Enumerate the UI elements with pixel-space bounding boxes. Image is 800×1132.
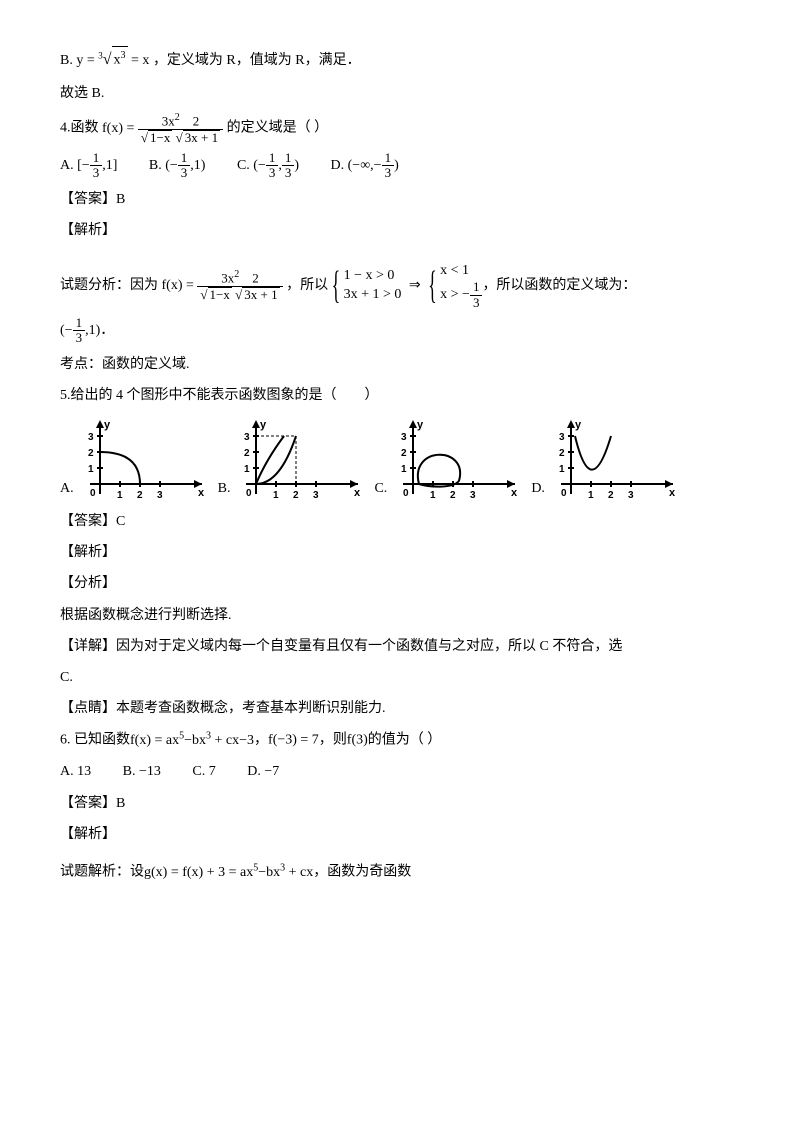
q4-option-b: B. (−13,1): [149, 151, 206, 181]
q5-dianjing: 【点睛】本题考查函数概念，考查基本判断识别能力.: [60, 696, 740, 721]
q6-option-b: B. −13: [123, 759, 161, 784]
svg-text:3: 3: [401, 432, 407, 443]
q4-option-d: D. (−∞,−13): [331, 151, 399, 181]
svg-text:x: x: [198, 487, 205, 499]
svg-text:1: 1: [430, 490, 436, 501]
svg-text:y: y: [104, 419, 111, 431]
q4-option-a: A. [−13,1]: [60, 151, 117, 181]
q5-graph-d: D. xy0123123: [531, 416, 679, 501]
q5-graphs: A. xy0123123 B. xy0123123 C. xy0123123 D…: [60, 416, 740, 501]
graph-c-svg: x y 0 1 2 3 1 2 3: [391, 416, 521, 501]
svg-text:2: 2: [293, 490, 299, 501]
svg-text:1: 1: [588, 490, 594, 501]
q4-jiexi: 【解析】: [60, 218, 740, 243]
svg-text:y: y: [417, 419, 424, 431]
svg-text:3: 3: [313, 490, 319, 501]
graph-d-svg: x y 0 1 2 3 1 2 3: [549, 416, 679, 501]
svg-text:0: 0: [90, 488, 96, 499]
q5-answer: 【答案】C: [60, 509, 740, 534]
q6-answer: 【答案】B: [60, 791, 740, 816]
q4-formula: f(x) = 3x2 2√1−x √3x + 1: [102, 121, 227, 136]
svg-text:1: 1: [401, 464, 407, 475]
q6-option-a: A. 13: [60, 759, 91, 784]
svg-text:3: 3: [157, 490, 163, 501]
b-formula: y = 3√x3 = x: [76, 53, 153, 68]
problem-b-line: B. y = 3√x3 = x ，定义域为 R，值域为 R，满足．: [60, 46, 740, 75]
q4-analysis: 试题分析：因为 f(x) = 3x2 2√1−x √3x + 1 ，所以 1 −…: [60, 261, 740, 310]
svg-text:1: 1: [559, 464, 565, 475]
q5-stem: 5.给出的 4 个图形中不能表示函数图象的是（ ）: [60, 383, 740, 408]
b-conclusion: 故选 B.: [60, 81, 740, 106]
svg-text:0: 0: [246, 488, 252, 499]
q4-stem: 4.函数 f(x) = 3x2 2√1−x √3x + 1 的定义域是（ ）: [60, 112, 740, 145]
q6-options: A. 13 B. −13 C. 7 D. −7: [60, 759, 740, 784]
svg-text:2: 2: [450, 490, 456, 501]
q4-options: A. [−13,1] B. (−13,1) C. (−13,13) D. (−∞…: [60, 151, 740, 181]
q4-kaodian: 考点：函数的定义域.: [60, 352, 740, 377]
q6-solution: 试题解析：设g(x) = f(x) + 3 = ax5−bx3 + cx，函数为…: [60, 859, 740, 885]
svg-text:x: x: [354, 487, 361, 499]
svg-text:1: 1: [88, 464, 94, 475]
graph-a-svg: x y 0 1 2 3 1 2 3: [78, 416, 208, 501]
q5-graph-a: A. xy0123123: [60, 416, 208, 501]
q4-answer: 【答案】B: [60, 187, 740, 212]
q5-fenxi: 【分析】: [60, 571, 740, 596]
q6-stem: 6. 已知函数f(x) = ax5−bx3 + cx−3，f(−3) = 7，则…: [60, 727, 740, 753]
q5-graph-c: C. xy0123123: [374, 416, 521, 501]
svg-text:x: x: [669, 487, 676, 499]
q4-final: (−13,1)．: [60, 316, 740, 346]
svg-text:y: y: [260, 419, 267, 431]
svg-text:3: 3: [628, 490, 634, 501]
q6-option-c: C. 7: [192, 759, 215, 784]
graph-b-svg: x y 0 1 2 3 1 2 3: [234, 416, 364, 501]
svg-text:2: 2: [559, 448, 565, 459]
svg-text:3: 3: [244, 432, 250, 443]
svg-text:1: 1: [244, 464, 250, 475]
q5-xiangjie: 【详解】因为对于定义域内每一个自变量有且仅有一个函数值与之对应，所以 C 不符合…: [60, 634, 740, 659]
svg-text:2: 2: [401, 448, 407, 459]
q4-system-left: 1 − x > 0 3x + 1 > 0: [332, 266, 402, 305]
svg-text:1: 1: [117, 490, 123, 501]
svg-text:0: 0: [403, 488, 409, 499]
svg-text:3: 3: [559, 432, 565, 443]
b-prefix: B.: [60, 53, 76, 68]
svg-text:0: 0: [561, 488, 567, 499]
q5-jiexi: 【解析】: [60, 540, 740, 565]
q4-system-right: x < 1 x > −13: [428, 261, 482, 310]
q5-fenxi-text: 根据函数概念进行判断选择.: [60, 603, 740, 628]
svg-text:2: 2: [608, 490, 614, 501]
svg-text:2: 2: [137, 490, 143, 501]
svg-text:2: 2: [244, 448, 250, 459]
q5-xiangjie2: C.: [60, 665, 740, 690]
q5-graph-b: B. xy0123123: [218, 416, 365, 501]
q6-option-d: D. −7: [247, 759, 279, 784]
svg-text:2: 2: [88, 448, 94, 459]
svg-text:x: x: [511, 487, 518, 499]
svg-text:y: y: [575, 419, 582, 431]
svg-text:1: 1: [273, 490, 279, 501]
b-suffix: ，定义域为 R，值域为 R，满足．: [153, 53, 361, 68]
svg-text:3: 3: [88, 432, 94, 443]
svg-text:3: 3: [470, 490, 476, 501]
q6-jiexi: 【解析】: [60, 822, 740, 847]
q4-option-c: C. (−13,13): [237, 151, 299, 181]
